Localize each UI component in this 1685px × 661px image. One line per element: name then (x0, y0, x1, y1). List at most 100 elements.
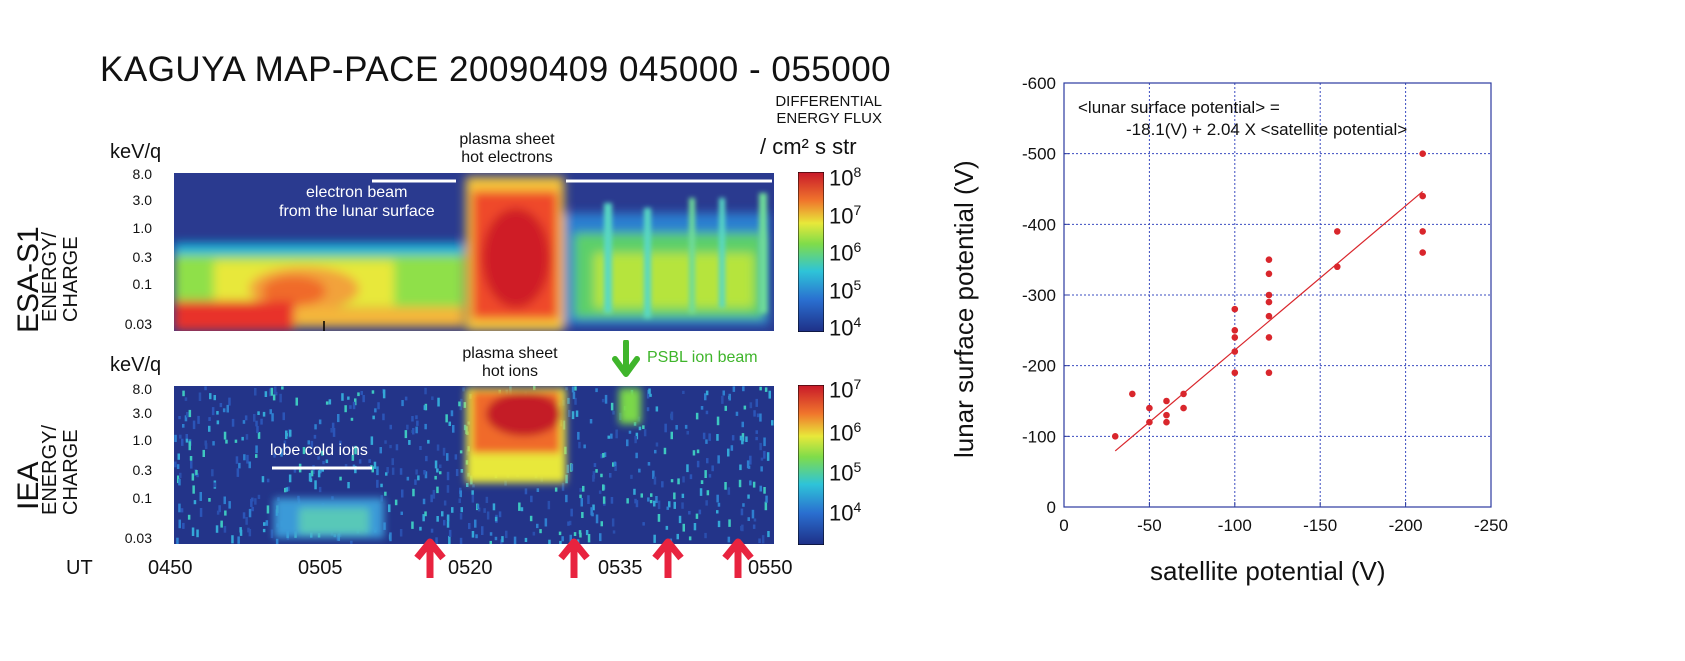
y-tick-label: -500 (1022, 145, 1056, 164)
speckle (197, 415, 200, 424)
speckle (561, 482, 565, 491)
speckle (234, 439, 238, 443)
speckle (406, 424, 409, 430)
speckle (255, 454, 258, 458)
esa-ytick: 3.0 (132, 192, 152, 208)
speckle (610, 497, 614, 504)
speckle (682, 476, 685, 483)
iea-ytick: 8.0 (132, 381, 152, 397)
iea-colorbar-tick: 106 (829, 419, 862, 446)
speckle (634, 436, 637, 444)
speckle (408, 440, 411, 445)
scatter-ticks: 0 -50 -100 -150 -200 -250 0 -100 -200 -300 -400 -50… (1022, 74, 1508, 535)
esa-ytick: 0.1 (132, 276, 152, 292)
speckle (758, 538, 761, 544)
speckle (700, 406, 704, 410)
speckle (427, 439, 430, 444)
data-point (1163, 411, 1170, 419)
speckle (759, 386, 762, 391)
speckle (237, 536, 240, 544)
speckle (180, 508, 184, 513)
speckle (281, 386, 284, 390)
speckle (587, 534, 591, 543)
iea-annotation-line-2: hot ions (481, 363, 539, 380)
speckle (740, 508, 744, 516)
speckle (266, 478, 270, 483)
scatter-ylabel: lunar surface potential (V) (949, 160, 979, 458)
speckle (231, 418, 235, 427)
speckle (424, 423, 427, 430)
speckle (195, 470, 198, 475)
speckle (650, 493, 653, 497)
speckle (354, 445, 357, 455)
speckle (282, 412, 285, 421)
esa-unit-label: keV/q (110, 141, 162, 163)
speckle (452, 425, 455, 433)
speckle (261, 476, 265, 483)
speckle (174, 434, 177, 442)
speckle (273, 453, 276, 458)
speckle (565, 387, 568, 391)
speckle (202, 449, 205, 457)
speckle (223, 431, 227, 440)
speckle (372, 415, 375, 420)
speckle (241, 436, 244, 441)
colorbar-unit: / cm² s str (760, 134, 857, 159)
speckle (247, 527, 250, 533)
speckle (178, 503, 181, 513)
speckle (602, 453, 605, 458)
speckle (745, 436, 748, 442)
speckle (434, 475, 437, 480)
speckle (422, 498, 426, 505)
speckle (213, 395, 216, 401)
speckle (652, 470, 655, 479)
speckle (243, 454, 246, 461)
speckle (727, 448, 730, 457)
speckle (570, 508, 573, 517)
speckle (339, 440, 342, 446)
speckle (344, 405, 347, 413)
speckle (583, 444, 586, 449)
speckle (771, 420, 774, 426)
speckle (436, 516, 439, 522)
speckle (730, 445, 734, 451)
speckle (592, 471, 596, 479)
speckle (263, 522, 266, 526)
y-tick-label: -100 (1022, 427, 1056, 446)
speckle (673, 501, 676, 509)
speckle (443, 500, 447, 506)
x-tick-label: -250 (1474, 516, 1508, 535)
speckle (446, 453, 449, 461)
speckle (450, 410, 454, 417)
speckle (280, 448, 283, 457)
speckle (391, 467, 395, 475)
speckle (530, 495, 533, 503)
speckle (763, 487, 766, 494)
speckle (587, 495, 590, 504)
speckle (341, 393, 344, 401)
speckle (228, 397, 231, 406)
speckle (728, 393, 731, 401)
speckle (676, 533, 679, 540)
speckle (492, 503, 496, 511)
speckle (223, 496, 226, 505)
speckle (647, 462, 651, 466)
speckle (749, 455, 752, 465)
speckle (708, 433, 711, 441)
speckle (251, 506, 254, 512)
speckle (414, 479, 417, 485)
speckle (686, 430, 689, 435)
speckle (318, 419, 322, 425)
speckle (436, 486, 439, 494)
speckle (716, 494, 719, 503)
speckle (763, 450, 766, 459)
speckle (331, 496, 334, 500)
speckle (681, 502, 684, 509)
speckle (177, 453, 180, 460)
speckle (646, 393, 650, 399)
scatter-annotation-line-1: <lunar surface potential> = (1078, 98, 1280, 117)
speckle (307, 440, 310, 445)
speckle (401, 400, 404, 407)
speckle (529, 515, 533, 522)
speckle (185, 438, 189, 443)
